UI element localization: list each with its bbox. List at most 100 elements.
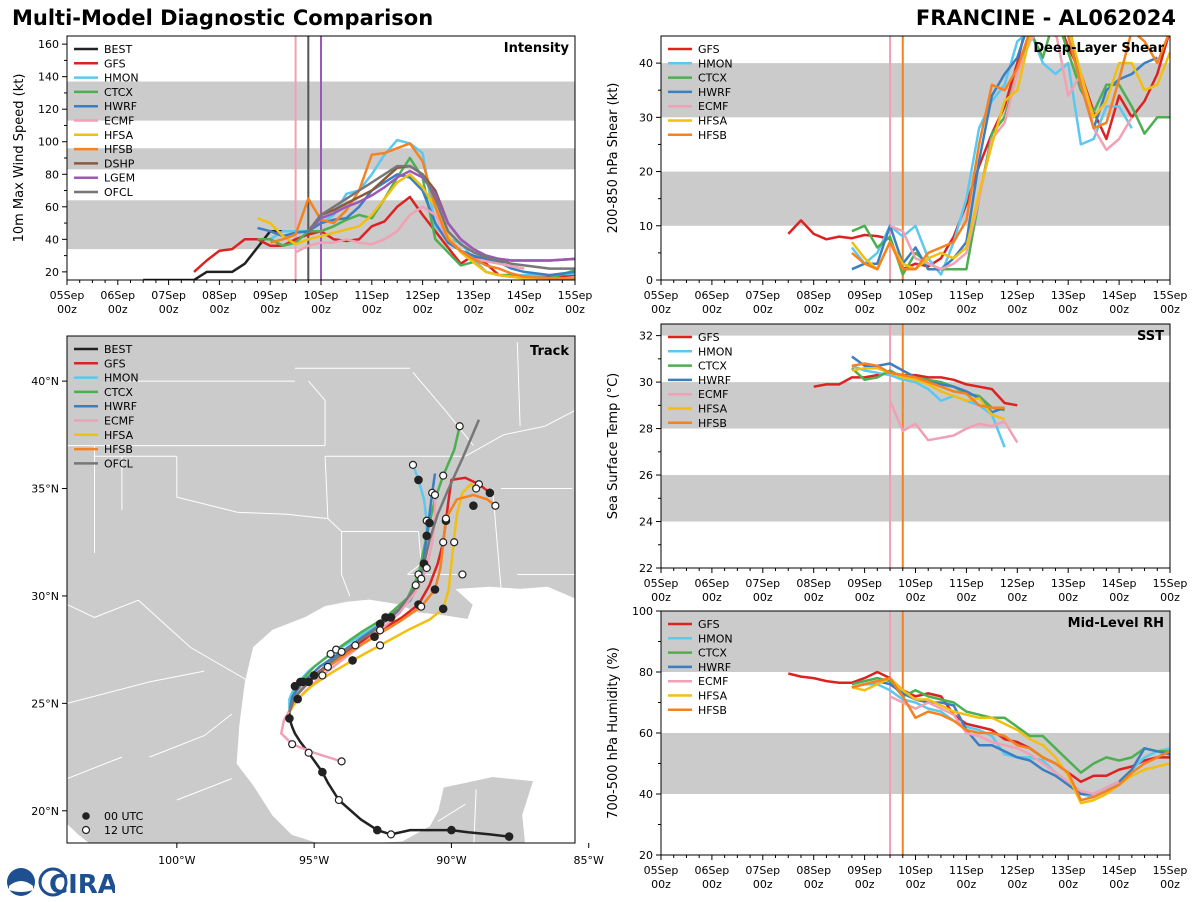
x-tick-label: 00z [855, 878, 875, 891]
x-tick-label: 00z [311, 303, 331, 316]
track-dot-12utc [318, 671, 327, 680]
x-tick-label: 00z [651, 303, 671, 316]
x-tick-label: 13Sep [1051, 577, 1086, 590]
page-title: Multi-Model Diagnostic Comparison [12, 6, 434, 30]
threshold-band [661, 171, 1170, 226]
legend-label: HWRF [698, 661, 731, 674]
border-line [67, 670, 205, 704]
legend-label: HMON [698, 345, 733, 358]
legend-label: BEST [104, 43, 132, 56]
series-line-gfs [788, 670, 1170, 784]
x-tick-label: 00z [906, 591, 926, 604]
y-tick-label: 26 [639, 469, 653, 482]
y-tick-label: 40 [639, 57, 653, 70]
x-tick-label: 10Sep [898, 289, 933, 302]
track-dot-12utc [417, 574, 426, 583]
series-line-gfs [813, 371, 1018, 407]
track-line-hfsa [288, 482, 477, 713]
threshold-band [661, 382, 1170, 429]
series-group [813, 355, 1019, 448]
y-tick-label: 80 [639, 666, 653, 679]
x-tick-label: 00z [464, 303, 484, 316]
y-axis-label: 200-850 hPa Shear (kt) [606, 83, 621, 234]
x-tick-label: 00z [57, 303, 77, 316]
y-tick-label: 100 [632, 605, 653, 618]
legend-label: OFCL [104, 186, 134, 199]
x-tick-label: 13Sep [1051, 864, 1086, 877]
track-dot-00utc [309, 671, 319, 680]
border-line [67, 599, 254, 685]
y-tick-label: 10 [639, 220, 653, 233]
legend-label: CTCX [104, 86, 133, 99]
series-line-hfsb [851, 362, 1005, 409]
legend-label: HFSA [104, 129, 134, 142]
legend-label: ECMF [104, 115, 134, 128]
legend-label: ECMF [698, 100, 728, 113]
y-tick-label: 60 [639, 727, 653, 740]
legend-label: HFSB [698, 129, 727, 142]
x-tick-label: 95°W [299, 854, 329, 867]
x-tick-label: 06Sep [695, 577, 730, 590]
threshold-band [661, 611, 1170, 672]
legend-label: HFSB [104, 143, 133, 156]
y-tick-label: 160 [38, 38, 59, 51]
x-tick-label: 00z [1007, 878, 1027, 891]
x-tick-label: 08Sep [796, 864, 831, 877]
x-tick-label: 06Sep [100, 289, 135, 302]
track-dot-00utc [430, 585, 440, 594]
track-dot-12utc [430, 490, 440, 500]
y-tick-label: 120 [38, 103, 59, 116]
threshold-band [661, 324, 1170, 336]
y-tick-label: 140 [38, 71, 59, 84]
track-dot-12utc [304, 748, 313, 757]
border-line [176, 778, 232, 801]
y-tick-label: 80 [45, 168, 59, 181]
legend-label: OFCL [104, 457, 134, 470]
border-line [308, 380, 326, 446]
panel-title: Deep-Layer Shear [1033, 41, 1164, 56]
x-tick-label: 09Sep [847, 864, 882, 877]
series-line-hfsb [851, 676, 1170, 802]
track-dot-12utc [337, 647, 346, 656]
y-axis-label: Sea Surface Temp (°C) [606, 373, 621, 520]
track-dot-12utc [411, 581, 420, 590]
x-tick-label: 00z [702, 878, 722, 891]
x-tick-label: 08Sep [796, 289, 831, 302]
x-tick-label: 00z [108, 303, 128, 316]
x-tick-label: 11Sep [354, 289, 389, 302]
x-tick-label: 10Sep [304, 289, 339, 302]
series-group [788, 670, 1170, 805]
x-tick-label: 15Sep [1153, 289, 1188, 302]
y-tick-label: 30 [639, 376, 653, 389]
legend-label: HFSB [698, 704, 727, 717]
x-tick-label: 06Sep [695, 289, 730, 302]
legend-label: HWRF [104, 100, 137, 113]
x-tick-label: 00z [1058, 591, 1078, 604]
x-tick-label: 06Sep [695, 864, 730, 877]
series-line-hfsa [851, 366, 1006, 421]
track-dot-00utc [438, 604, 448, 614]
track-dot-00utc [318, 767, 327, 777]
x-tick-label: 07Sep [151, 289, 186, 302]
x-tick-label: 15Sep [1153, 864, 1188, 877]
x-tick-label: 14Sep [1102, 864, 1137, 877]
track-dot-00utc [293, 694, 302, 704]
x-tick-label: 09Sep [253, 289, 288, 302]
y-tick-label: 32 [639, 330, 653, 343]
x-tick-label: 12Sep [1000, 864, 1035, 877]
legend-label: DSHP [104, 157, 135, 170]
track-dot-12utc [450, 538, 459, 547]
x-tick-label: 05Sep [644, 864, 679, 877]
legend-label: GFS [104, 357, 126, 370]
x-tick-label: 00z [514, 303, 534, 316]
x-tick-label: 00z [159, 303, 179, 316]
x-tick-label: 14Sep [1102, 289, 1137, 302]
pacific-ocean [67, 823, 89, 843]
x-tick-label: 10Sep [898, 577, 933, 590]
legend-label: HWRF [698, 374, 731, 387]
series-group [143, 138, 575, 280]
track-dot-00utc [422, 531, 432, 541]
track-dot-12utc [337, 757, 346, 766]
legend-label: GFS [698, 43, 720, 56]
